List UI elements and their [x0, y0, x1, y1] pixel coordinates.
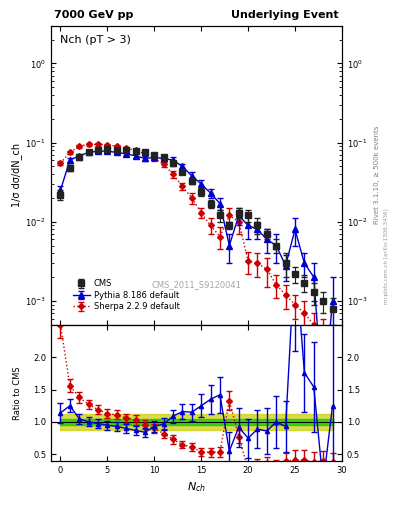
Text: Nch (pT > 3): Nch (pT > 3) [60, 35, 131, 45]
Text: Underlying Event: Underlying Event [231, 10, 339, 19]
Y-axis label: 1/σ dσ/dN_ch: 1/σ dσ/dN_ch [11, 143, 22, 207]
Legend: CMS, Pythia 8.186 default, Sherpa 2.2.9 default: CMS, Pythia 8.186 default, Sherpa 2.2.9 … [70, 276, 183, 315]
Text: 7000 GeV pp: 7000 GeV pp [54, 10, 133, 19]
X-axis label: $N_{ch}$: $N_{ch}$ [187, 480, 206, 494]
Text: CMS_2011_S9120041: CMS_2011_S9120041 [152, 280, 241, 289]
Text: Rivet 3.1.10, ≥ 500k events: Rivet 3.1.10, ≥ 500k events [374, 126, 380, 224]
Y-axis label: Ratio to CMS: Ratio to CMS [13, 366, 22, 420]
Text: mcplots.cern.ch [arXiv:1306.3436]: mcplots.cern.ch [arXiv:1306.3436] [384, 208, 389, 304]
